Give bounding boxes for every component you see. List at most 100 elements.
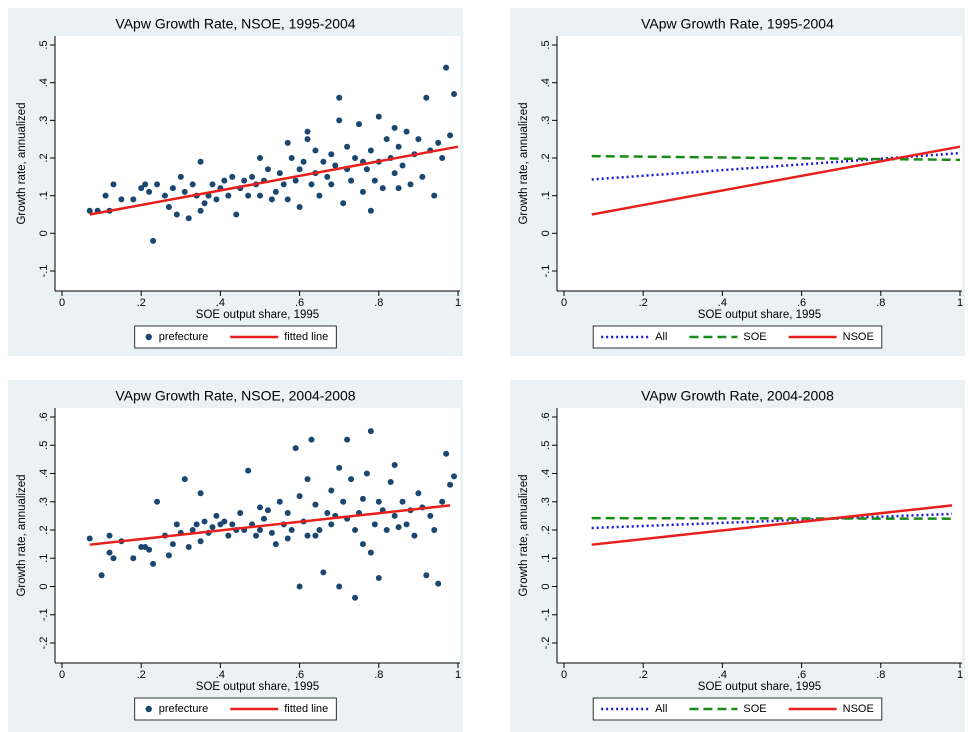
scatter-point [304,532,311,539]
y-tick-label: .2 [540,525,552,534]
y-tick-label: 0 [540,230,552,236]
legend-label: prefecture [159,703,209,715]
scatter-point [169,185,176,192]
y-tick-label: .1 [540,554,552,563]
scatter-point [257,504,263,511]
y-tick-label: .4 [38,469,50,478]
legend-box [592,325,883,349]
legend: All SOE NSOE [592,325,883,349]
scatter-point [332,162,339,169]
scatter-point [138,185,145,192]
scatter-point [391,124,398,131]
scatter-point [383,527,390,533]
scatter-point [324,510,331,517]
chart-panel: VApw Growth Rate, 1995-2004 -.1 0 .1 .2 .3 .4.… [510,8,965,356]
x-axis-title: SOE output share, 1995 [196,309,319,321]
scatter-point [395,524,402,531]
legend-label: NSOE [843,703,874,715]
scatter-point [142,181,149,188]
series-line [591,151,961,181]
y-tick-label: .4 [540,78,552,87]
scatter-point [375,498,382,505]
scatter-point [201,200,208,207]
scatter-point [423,94,430,101]
scatter-point [146,188,153,195]
scatter-point [189,527,196,533]
scatter-point [387,478,394,485]
y-axis-title: Growth rate, annualized [518,102,530,224]
scatter-point [415,490,422,497]
scatter-point [272,541,279,548]
scatter-point [197,538,204,545]
scatter-point [284,510,291,517]
scatter-point [268,529,275,536]
scatter-point [367,147,374,154]
scatter-point [308,436,315,443]
scatter-point [399,162,406,169]
scatter-point [312,532,319,539]
scatter-point [312,147,319,154]
y-tick-label: .5 [38,441,50,450]
x-tick-label: .6 [295,669,304,681]
scatter-point [264,507,271,514]
y-axis-title: Growth rate, annualized [16,102,28,224]
scatter-point [169,541,176,548]
scatter-point [443,450,450,457]
scatter-point [328,521,335,528]
scatter-point [280,181,287,188]
scatter-point [407,181,414,188]
legend: prefecture fitted line [134,325,337,349]
x-tick-label: .4 [718,669,727,681]
y-tick-label: .1 [540,191,552,200]
scatter-point [130,555,137,562]
scatter-point [106,532,113,539]
x-tick-label: 1 [455,297,461,309]
scatter-point [102,192,109,199]
scatter-point [419,173,426,180]
y-axis-title: Growth rate, annualized [16,474,28,596]
x-tick-label: .8 [876,297,885,309]
y-tick-label: .3 [38,497,50,506]
scatter-point [276,170,283,177]
scatter-point [185,215,192,222]
legend-swatch [145,333,152,341]
scatter-point [233,211,240,218]
plot-area [557,408,962,663]
scatter-point [253,532,260,539]
scatter-point [197,490,204,497]
scatter-point [367,207,374,214]
legend-label: fitted line [284,331,328,343]
scatter-point [296,203,303,210]
y-tick-label: .1 [38,191,50,200]
scatter-point [383,136,390,143]
y-tick-label: 0 [38,230,50,236]
scatter-point [391,462,398,469]
y-tick-label: .5 [38,40,50,49]
scatter-point [173,521,180,528]
scatter-point [435,139,442,146]
scatter-point [249,173,256,180]
scatter-point [352,155,359,161]
chart-panel: VApw Growth Rate, NSOE, 1995-2004 -.1 0 .1.… [8,8,463,356]
scatter-point [352,527,359,533]
scatter-point [257,527,263,533]
scatter-point [284,535,291,542]
x-tick-label: .2 [639,669,648,681]
y-tick-label: .2 [38,153,50,162]
scatter-point [399,498,406,505]
x-tick-label: 1 [455,669,461,681]
y-tick-label: 0 [38,583,50,589]
scatter-point [320,158,327,165]
scatter-point [292,177,299,184]
legend-label: All [655,331,667,343]
scatter-point [336,464,343,471]
y-tick-label: -.1 [38,265,50,278]
y-tick-label: .4 [540,469,552,478]
scatter-point [197,158,204,165]
x-tick-label: .6 [295,297,304,309]
scatter-point [193,521,200,528]
y-tick-label: -.1 [38,608,50,621]
scatter-point [439,155,446,161]
scatter-point [308,181,315,188]
